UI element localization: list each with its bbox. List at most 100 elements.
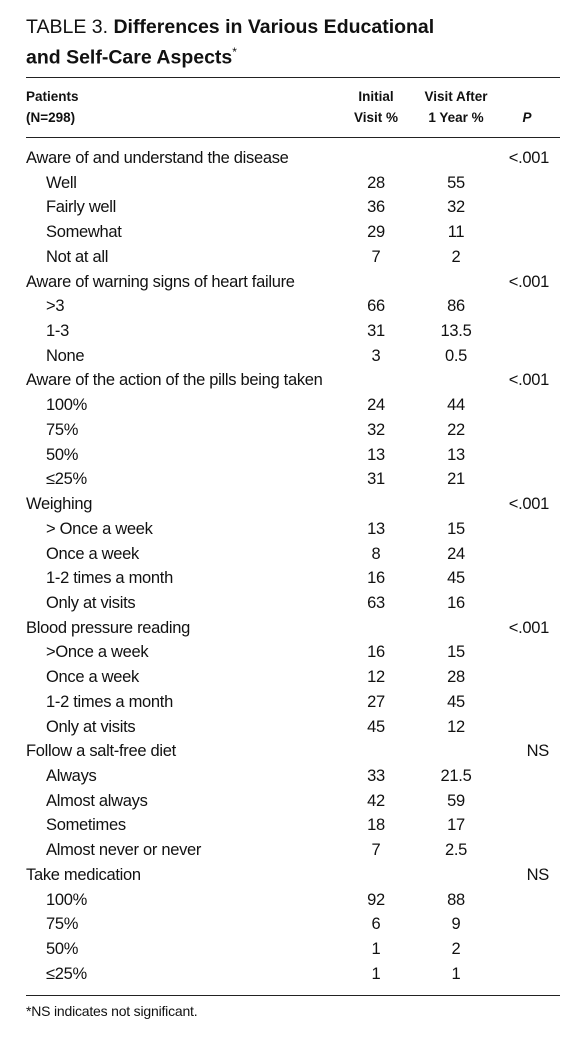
p-value: <.001	[508, 495, 550, 514]
p-value: NS	[526, 742, 550, 761]
item-label: Always	[46, 767, 97, 785]
p-value: <.001	[508, 371, 550, 390]
group-label: Aware of the action of the pills being t…	[26, 371, 323, 390]
after-value: 12	[447, 717, 465, 736]
after-value: 55	[447, 173, 465, 192]
item-label: Somewhat	[46, 223, 122, 242]
item-label: >Once a week	[46, 643, 149, 662]
p-value: NS	[526, 865, 550, 884]
item-label: 75%	[46, 915, 79, 934]
after-value: 13	[447, 445, 465, 464]
group-label: Blood pressure reading	[26, 618, 191, 637]
item-label: 50%	[46, 445, 79, 464]
initial-value: 32	[367, 420, 385, 439]
initial-value: 31	[367, 322, 385, 341]
after-value: 2	[451, 940, 461, 959]
after-value: 86	[447, 297, 465, 316]
item-label: Fairly well	[46, 198, 117, 217]
initial-value: 18	[367, 816, 385, 835]
after-value: 15	[447, 519, 465, 538]
title-text: and Self-Care Aspects	[26, 46, 233, 69]
item-label: >3	[46, 297, 65, 316]
initial-value: 1	[371, 940, 381, 959]
group-label: Aware of warning signs of heart failure	[26, 272, 295, 291]
after-value: 11	[447, 223, 465, 242]
initial-value: 7	[371, 247, 381, 266]
initial-value: 29	[367, 223, 385, 242]
initial-value: 13	[367, 445, 385, 464]
item-label: ≤25%	[46, 964, 87, 983]
header: P	[522, 110, 532, 125]
item-label: Well	[46, 173, 77, 192]
header: Visit %	[353, 110, 399, 125]
initial-value: 1	[371, 964, 381, 983]
header: Patients	[26, 89, 79, 104]
after-value: 2.5	[444, 841, 468, 860]
initial-value: 13	[367, 519, 385, 538]
rule	[26, 77, 560, 78]
initial-value: 16	[367, 569, 385, 588]
initial-value: 33	[367, 767, 385, 785]
after-value: 32	[447, 198, 465, 217]
group-label: Follow a salt-free diet	[26, 742, 176, 761]
header: 1 Year %	[428, 110, 484, 125]
initial-value: 36	[367, 198, 385, 217]
initial-value: 24	[367, 396, 385, 415]
item-label: None	[46, 346, 85, 365]
initial-value: 3	[371, 346, 381, 365]
after-value: 9	[451, 915, 461, 934]
item-label: 50%	[46, 940, 79, 959]
item-label: 100%	[46, 890, 88, 909]
after-value: 59	[447, 791, 465, 810]
after-value: 1	[451, 964, 461, 983]
item-label: Only at visits	[46, 593, 136, 612]
item-label: 1-3	[46, 322, 69, 341]
initial-value: 45	[367, 717, 385, 736]
after-value: 44	[447, 396, 465, 415]
group-label: Weighing	[26, 495, 93, 514]
p-value: <.001	[508, 272, 550, 291]
item-label: Once a week	[46, 668, 140, 687]
footnote: *NS indicates not significant.	[26, 1003, 198, 1019]
initial-value: 12	[367, 668, 385, 687]
initial-value: 66	[367, 297, 385, 316]
after-value: 17	[447, 816, 465, 835]
initial-value: 8	[371, 544, 381, 563]
initial-value: 28	[367, 173, 385, 192]
title-line: and Self-Care Aspects*	[26, 46, 237, 68]
after-value: 21.5	[440, 767, 472, 785]
rule	[26, 137, 560, 138]
title-mark: *	[232, 45, 237, 59]
item-label: Only at visits	[46, 717, 136, 736]
after-value: 45	[447, 569, 465, 588]
initial-value: 42	[367, 791, 385, 810]
after-value: 28	[447, 668, 465, 687]
after-value: 22	[447, 420, 465, 439]
initial-value: 6	[371, 915, 381, 934]
item-label: Not at all	[46, 247, 109, 266]
item-label: 75%	[46, 420, 79, 439]
after-value: 45	[447, 692, 465, 711]
item-label: 1-2 times a month	[46, 569, 173, 588]
item-label: > Once a week	[46, 519, 153, 538]
initial-value: 16	[367, 643, 385, 662]
rule	[26, 995, 560, 996]
item-label: ≤25%	[46, 470, 87, 489]
initial-value: 63	[367, 593, 385, 612]
initial-value: 7	[371, 841, 381, 860]
after-value: 21	[447, 470, 465, 489]
initial-value: 92	[367, 890, 385, 909]
header: (N=298)	[26, 110, 76, 125]
after-value: 16	[447, 593, 465, 612]
header: Visit After	[424, 89, 488, 104]
after-value: 13.5	[440, 322, 472, 341]
item-label: Almost always	[46, 791, 148, 810]
title-text: Differences in Various Educational	[113, 16, 435, 38]
after-value: 15	[447, 643, 465, 662]
initial-value: 31	[367, 470, 385, 489]
p-value: <.001	[508, 618, 550, 637]
item-label: Once a week	[46, 544, 140, 563]
item-label: Sometimes	[46, 816, 126, 835]
after-value: 24	[447, 544, 465, 563]
table-label: TABLE 3.	[26, 16, 109, 38]
